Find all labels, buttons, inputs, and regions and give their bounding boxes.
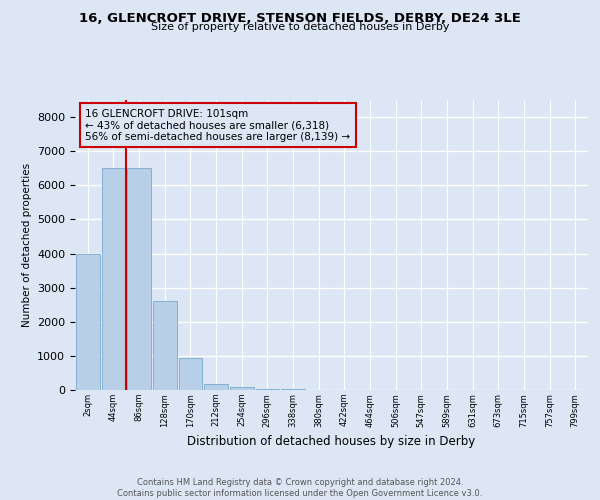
Bar — [204, 384, 228, 390]
Text: Size of property relative to detached houses in Derby: Size of property relative to detached ho… — [151, 22, 449, 32]
Text: 16 GLENCROFT DRIVE: 101sqm
← 43% of detached houses are smaller (6,318)
56% of s: 16 GLENCROFT DRIVE: 101sqm ← 43% of deta… — [85, 108, 350, 142]
Bar — [256, 389, 279, 390]
Bar — [76, 254, 100, 390]
Bar — [230, 388, 254, 390]
Bar — [179, 358, 202, 390]
X-axis label: Distribution of detached houses by size in Derby: Distribution of detached houses by size … — [187, 435, 476, 448]
Text: 16, GLENCROFT DRIVE, STENSON FIELDS, DERBY, DE24 3LE: 16, GLENCROFT DRIVE, STENSON FIELDS, DER… — [79, 12, 521, 26]
Y-axis label: Number of detached properties: Number of detached properties — [22, 163, 32, 327]
Bar — [127, 168, 151, 390]
Bar — [153, 302, 176, 390]
Text: Contains HM Land Registry data © Crown copyright and database right 2024.
Contai: Contains HM Land Registry data © Crown c… — [118, 478, 482, 498]
Bar — [101, 168, 125, 390]
